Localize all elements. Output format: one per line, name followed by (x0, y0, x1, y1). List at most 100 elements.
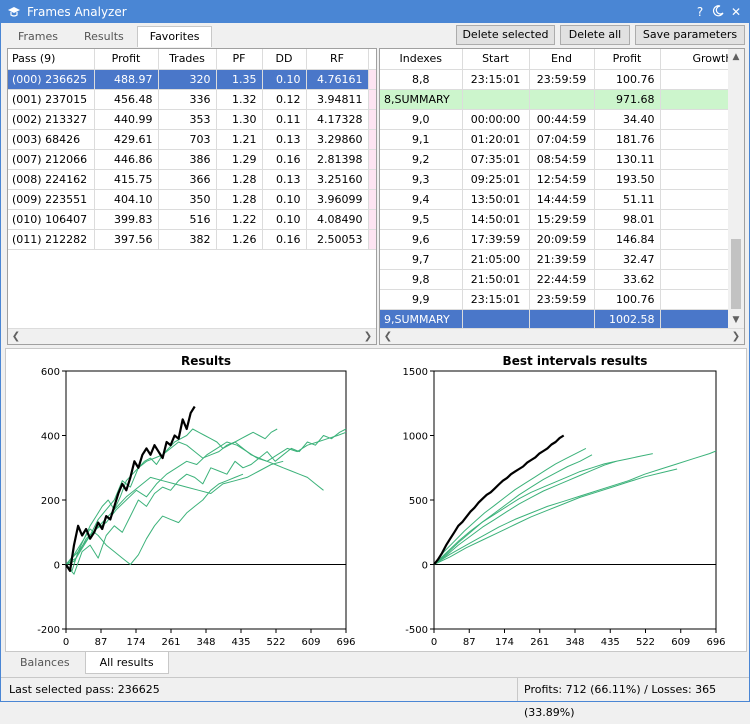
row-marker (368, 69, 376, 90)
col-rf[interactable]: RF (306, 49, 369, 70)
table-cell: (011) 212282 (8, 229, 95, 250)
moon-icon[interactable] (709, 4, 727, 20)
delete-selected-button[interactable]: Delete selected (456, 25, 555, 45)
tab-favorites[interactable]: Favorites (136, 26, 213, 47)
tab-all-results[interactable]: All results (84, 652, 169, 674)
col-profit[interactable]: Profit (94, 49, 159, 70)
table-cell: 9,3 (380, 169, 463, 190)
table-cell: 100.76 (594, 289, 661, 310)
x-tick-label: 696 (336, 637, 355, 648)
help-button[interactable]: ? (696, 5, 704, 19)
pass-line (65, 473, 244, 565)
x-tick-label: 696 (706, 637, 725, 648)
table-row[interactable]: 9,3 09:25:01 12:54:59 193.50 (380, 169, 744, 190)
scroll-right-arrow-icon[interactable]: ❯ (731, 331, 741, 342)
table-row[interactable]: (000) 236625 488.97 320 1.35 0.10 4.76161 (8, 69, 376, 90)
col-interval-profit[interactable]: Profit (594, 49, 661, 70)
scroll-up-arrow-icon[interactable]: ▲ (732, 52, 740, 62)
table-row[interactable]: (010) 106407 399.83 516 1.22 0.10 4.08490 (8, 209, 376, 230)
table-cell: 01:20:01 (462, 129, 530, 150)
charts-panel: Results 0 87 174 261 348 435 522 609 696 -200 0 200 4… (5, 348, 747, 652)
table-cell: 1.29 (216, 149, 263, 170)
table-cell: 23:15:01 (462, 69, 530, 90)
delete-all-button[interactable]: Delete all (560, 25, 630, 45)
graduation-cap-icon (8, 7, 20, 17)
table-cell: 9,2 (380, 149, 463, 170)
tab-balances[interactable]: Balances (20, 656, 70, 669)
col-start[interactable]: Start (462, 49, 530, 70)
col-end[interactable]: End (529, 49, 595, 70)
x-tick-label: 609 (671, 637, 690, 648)
table-row[interactable]: 9,0 00:00:00 00:44:59 34.40 (380, 109, 744, 130)
x-tick-label: 435 (601, 637, 620, 648)
table-cell: 9,4 (380, 189, 463, 210)
scroll-left-arrow-icon[interactable]: ❮ (383, 331, 393, 342)
table-row[interactable]: 9,1 01:20:01 07:04:59 181.76 (380, 129, 744, 150)
vscroll-thumb[interactable] (731, 239, 741, 309)
scroll-down-arrow-icon[interactable]: ▼ (732, 315, 740, 325)
table-row[interactable]: 9,2 07:35:01 08:54:59 130.11 (380, 149, 744, 170)
table-row[interactable]: (007) 212066 446.86 386 1.29 0.16 2.81398 (8, 149, 376, 170)
row-marker (368, 189, 376, 210)
col-pass[interactable]: Pass (9) (8, 49, 95, 70)
table-row[interactable]: 8,8 23:15:01 23:59:59 100.76 (380, 69, 744, 90)
intervals-vscrollbar[interactable]: ▲ ▼ (728, 49, 744, 328)
table-cell: 23:15:01 (462, 289, 530, 310)
scroll-left-arrow-icon[interactable]: ❮ (11, 331, 21, 342)
table-cell: 00:00:00 (462, 109, 530, 130)
close-button[interactable]: ✕ (730, 5, 742, 19)
table-cell: 22:44:59 (529, 269, 595, 290)
tab-results[interactable]: Results (84, 30, 124, 43)
table-row[interactable]: 9,7 21:05:00 21:39:59 32.47 (380, 249, 744, 270)
table-cell: 3.96099 (306, 189, 369, 210)
col-growth[interactable]: Growth (660, 49, 744, 70)
selected-pass-line (433, 434, 565, 566)
table-cell: 21:50:01 (462, 269, 530, 290)
tab-frames[interactable]: Frames (18, 30, 59, 43)
table-row[interactable]: (003) 68426 429.61 703 1.21 0.13 3.29860 (8, 129, 376, 150)
passes-hscrollbar[interactable]: ❮ ❯ (8, 328, 376, 344)
y-tick-label: -200 (37, 625, 60, 636)
table-cell: 516 (158, 209, 217, 230)
table-row[interactable]: (001) 237015 456.48 336 1.32 0.12 3.94811 (8, 89, 376, 110)
table-cell: 382 (158, 229, 217, 250)
col-pf[interactable]: PF (216, 49, 263, 70)
table-row[interactable]: (011) 212282 397.56 382 1.26 0.16 2.50053 (8, 229, 376, 250)
table-row[interactable]: 9,8 21:50:01 22:44:59 33.62 (380, 269, 744, 290)
scroll-right-arrow-icon[interactable]: ❯ (363, 331, 373, 342)
intervals-hscrollbar[interactable]: ❮ ❯ (380, 328, 744, 344)
table-row[interactable]: (002) 213327 440.99 353 1.30 0.11 4.17328 (8, 109, 376, 130)
table-cell: (001) 237015 (8, 89, 95, 110)
table-row[interactable]: 9,5 14:50:01 15:29:59 98.01 (380, 209, 744, 230)
table-row[interactable]: (008) 224162 415.75 366 1.28 0.13 3.25160 (8, 169, 376, 190)
save-parameters-button[interactable]: Save parameters (635, 25, 745, 45)
table-cell: 386 (158, 149, 217, 170)
table-cell: 23:59:59 (529, 69, 595, 90)
col-indexes[interactable]: Indexes (380, 49, 463, 70)
table-cell: (009) 223551 (8, 189, 95, 210)
col-dd[interactable]: DD (262, 49, 307, 70)
table-cell: (003) 68426 (8, 129, 95, 150)
col-trades[interactable]: Trades (158, 49, 217, 70)
table-cell: 4.76161 (306, 69, 369, 90)
table-cell: 23:59:59 (529, 289, 595, 310)
table-cell: 9,1 (380, 129, 463, 150)
table-cell: 4.17328 (306, 109, 369, 130)
table-row[interactable]: 9,4 13:50:01 14:44:59 51.11 (380, 189, 744, 210)
x-tick-label: 348 (565, 637, 584, 648)
y-tick-label: 600 (41, 367, 60, 378)
table-cell: 336 (158, 89, 217, 110)
row-marker (368, 149, 376, 170)
table-cell: 181.76 (594, 129, 661, 150)
table-cell: 0.12 (262, 89, 307, 110)
chart-title: Best intervals results (503, 354, 648, 368)
table-row[interactable]: 9,9 23:15:01 23:59:59 100.76 (380, 289, 744, 310)
table-row[interactable]: 9,6 17:39:59 20:09:59 146.84 (380, 229, 744, 250)
pass-line (433, 460, 617, 565)
x-tick-label: 348 (196, 637, 215, 648)
pass-line (65, 460, 284, 565)
table-row[interactable]: (009) 223551 404.10 350 1.28 0.10 3.96099 (8, 189, 376, 210)
